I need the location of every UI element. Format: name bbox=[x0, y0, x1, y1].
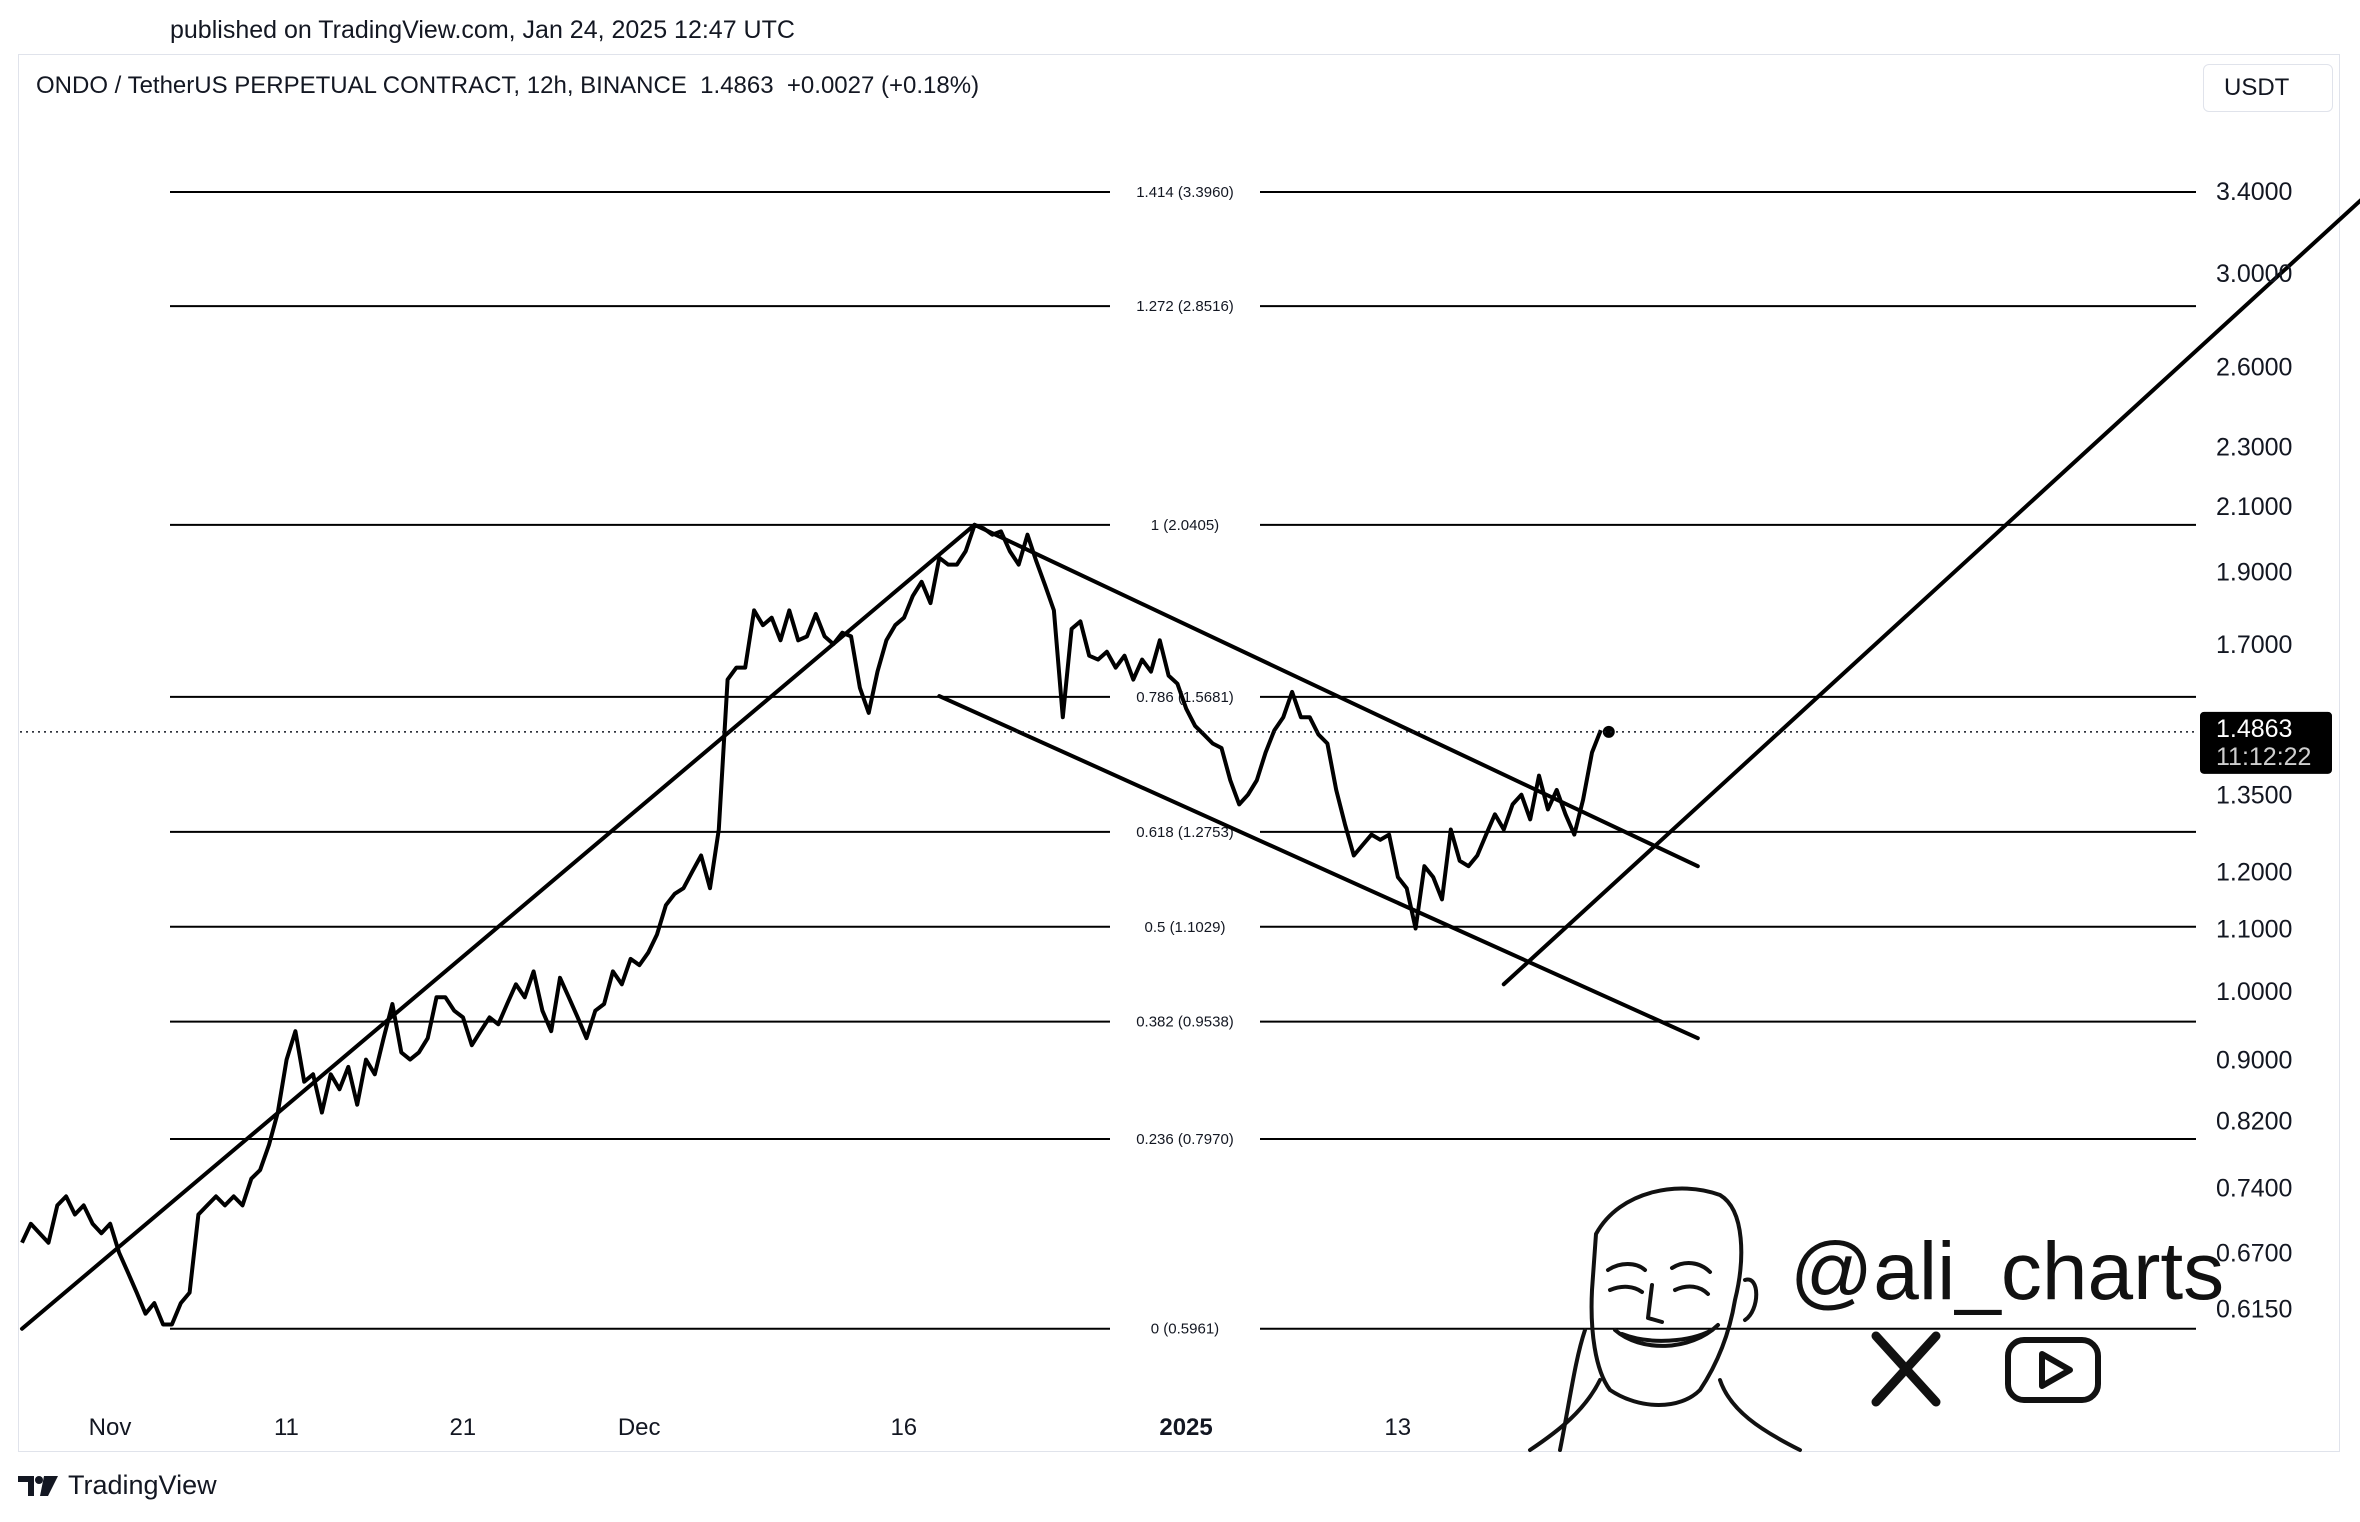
trendlines bbox=[20, 161, 2360, 1331]
fib-level-label: 0.786 (1.5681) bbox=[1136, 689, 1234, 706]
x-tick-label: 16 bbox=[890, 1414, 917, 1441]
tradingview-logo-icon bbox=[18, 1475, 58, 1496]
fib-level-label: 0.5 (1.1029) bbox=[1145, 919, 1226, 936]
y-tick-label: 0.6150 bbox=[2216, 1295, 2292, 1323]
x-tick-label: 21 bbox=[449, 1414, 476, 1441]
fib-level-label: 0 (0.5961) bbox=[1151, 1321, 1219, 1338]
y-tick-label: 2.1000 bbox=[2216, 493, 2292, 521]
y-tick-label: 0.7400 bbox=[2216, 1174, 2292, 1202]
trendline-breakout-target[interactable] bbox=[1501, 161, 2360, 987]
cartoon-avatar bbox=[1528, 1186, 1802, 1452]
trendline-channel-upper[interactable] bbox=[972, 522, 1700, 869]
fib-level-label-bg bbox=[1110, 1010, 1260, 1033]
price-tag-countdown: 11:12:22 bbox=[2216, 743, 2311, 771]
fib-level-label-bg bbox=[1110, 1127, 1260, 1150]
x-tick-label: 2025 bbox=[1159, 1414, 1212, 1441]
y-tick-label: 0.9000 bbox=[2216, 1047, 2292, 1075]
x-tick-label: Nov bbox=[89, 1414, 132, 1441]
y-tick-label: 2.6000 bbox=[2216, 354, 2292, 382]
y-tick-label: 1.0000 bbox=[2216, 978, 2292, 1006]
y-tick-label: 3.4000 bbox=[2216, 178, 2292, 206]
y-tick-label: 1.3500 bbox=[2216, 782, 2292, 810]
watermark-handle: @ali_charts bbox=[1790, 1226, 2225, 1317]
last-price-dot bbox=[1602, 725, 1615, 738]
published-note: published on TradingView.com, Jan 24, 20… bbox=[170, 16, 795, 44]
y-tick-label: 3.0000 bbox=[2216, 260, 2292, 288]
price-tag-value: 1.4863 bbox=[2216, 715, 2292, 743]
y-tick-label: 1.9000 bbox=[2216, 558, 2292, 586]
y-tick-label: 2.3000 bbox=[2216, 434, 2292, 462]
fib-level-label-bg bbox=[1110, 1317, 1260, 1340]
time-axis: Nov 11 21 Dec 16 2025 13 bbox=[89, 1414, 1411, 1441]
price-tag: 1.4863 11:12:22 bbox=[2200, 711, 2332, 774]
price-axis: 3.4000 3.0000 2.6000 2.3000 2.1000 1.9000 1.70… bbox=[2216, 178, 2292, 1323]
fib-level-label: 0.382 (0.9538) bbox=[1136, 1014, 1234, 1031]
footer-brand[interactable]: TradingView bbox=[18, 1470, 217, 1501]
x-tick-label: 13 bbox=[1384, 1414, 1411, 1441]
fib-level-label-bg bbox=[1110, 181, 1260, 204]
price-series-line bbox=[20, 523, 1603, 1327]
fib-level-label: 1.414 (3.3960) bbox=[1136, 184, 1234, 201]
chart-frame bbox=[18, 54, 2340, 1452]
y-tick-label: 1.7000 bbox=[2216, 631, 2292, 659]
fib-level-label-bg bbox=[1110, 820, 1260, 843]
x-logo-icon bbox=[1871, 1331, 1941, 1407]
trendline-uptrend-support[interactable] bbox=[20, 522, 977, 1331]
youtube-play-icon bbox=[2005, 1337, 2101, 1403]
fibonacci-levels: 1.414 (3.3960) 1.272 (2.8516) 1 (2.0405) 0.… bbox=[170, 181, 2196, 1340]
y-tick-label: 1.2000 bbox=[2216, 859, 2292, 887]
footer-brand-label: TradingView bbox=[68, 1470, 217, 1500]
x-tick-label: 11 bbox=[274, 1414, 299, 1441]
fib-level-label-bg bbox=[1110, 685, 1260, 708]
y-tick-label: 0.8200 bbox=[2216, 1107, 2292, 1135]
price-tag-background bbox=[2200, 711, 2332, 774]
fib-level-label-bg bbox=[1110, 915, 1260, 938]
fib-level-label: 1 (2.0405) bbox=[1151, 517, 1219, 534]
y-tick-label: 1.1000 bbox=[2216, 915, 2292, 943]
fib-level-label: 0.236 (0.7970) bbox=[1136, 1131, 1234, 1148]
fib-level-label-bg bbox=[1110, 513, 1260, 536]
symbol-info: ONDO / TetherUS PERPETUAL CONTRACT, 12h,… bbox=[36, 72, 980, 99]
y-tick-label: 0.6700 bbox=[2216, 1239, 2292, 1267]
fib-level-label: 0.618 (1.2753) bbox=[1136, 824, 1234, 841]
fib-level-label-bg bbox=[1110, 295, 1260, 318]
trendline-channel-lower[interactable] bbox=[937, 694, 1700, 1041]
currency-button[interactable]: USDT bbox=[2203, 64, 2333, 112]
x-tick-label: Dec bbox=[618, 1414, 661, 1441]
fib-level-label: 1.272 (2.8516) bbox=[1136, 298, 1234, 315]
